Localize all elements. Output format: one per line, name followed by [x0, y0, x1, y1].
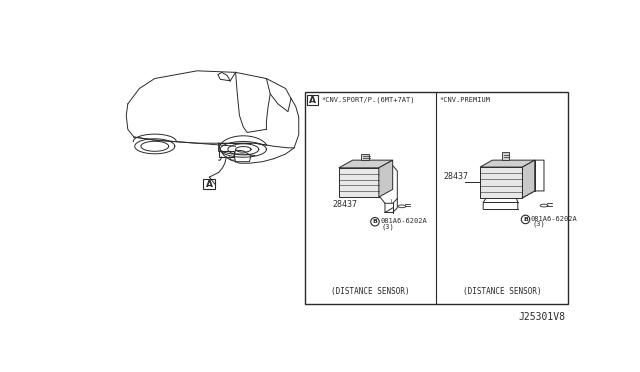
Text: A: A	[309, 96, 316, 105]
Polygon shape	[480, 160, 535, 167]
Bar	[219, 151, 234, 157]
Bar	[204, 179, 215, 189]
Polygon shape	[522, 160, 535, 198]
Circle shape	[521, 215, 530, 224]
Text: (3): (3)	[382, 223, 395, 230]
Text: B: B	[523, 217, 528, 222]
Polygon shape	[339, 160, 393, 168]
Bar	[502, 153, 509, 160]
Text: A: A	[205, 180, 212, 189]
Text: 081A6-6202A: 081A6-6202A	[531, 216, 578, 222]
Text: J25301V8: J25301V8	[518, 312, 565, 322]
Text: *CNV.PREMIUM: *CNV.PREMIUM	[440, 97, 491, 103]
Bar	[305, 92, 568, 304]
Text: 081A6-6202A: 081A6-6202A	[380, 218, 427, 224]
Circle shape	[371, 218, 380, 226]
Polygon shape	[379, 160, 393, 197]
Bar	[307, 96, 318, 106]
Bar	[361, 154, 369, 160]
Text: (DISTANCE SENSOR): (DISTANCE SENSOR)	[331, 287, 410, 296]
Text: 28437: 28437	[444, 172, 468, 181]
Text: B: B	[372, 219, 378, 224]
Text: *CNV.SPORT/P.(6MT+7AT): *CNV.SPORT/P.(6MT+7AT)	[322, 97, 415, 103]
Text: 28437: 28437	[333, 200, 358, 209]
Bar	[339, 168, 379, 197]
Text: (3): (3)	[532, 221, 545, 227]
Bar	[480, 167, 522, 198]
Text: (DISTANCE SENSOR): (DISTANCE SENSOR)	[463, 287, 541, 296]
